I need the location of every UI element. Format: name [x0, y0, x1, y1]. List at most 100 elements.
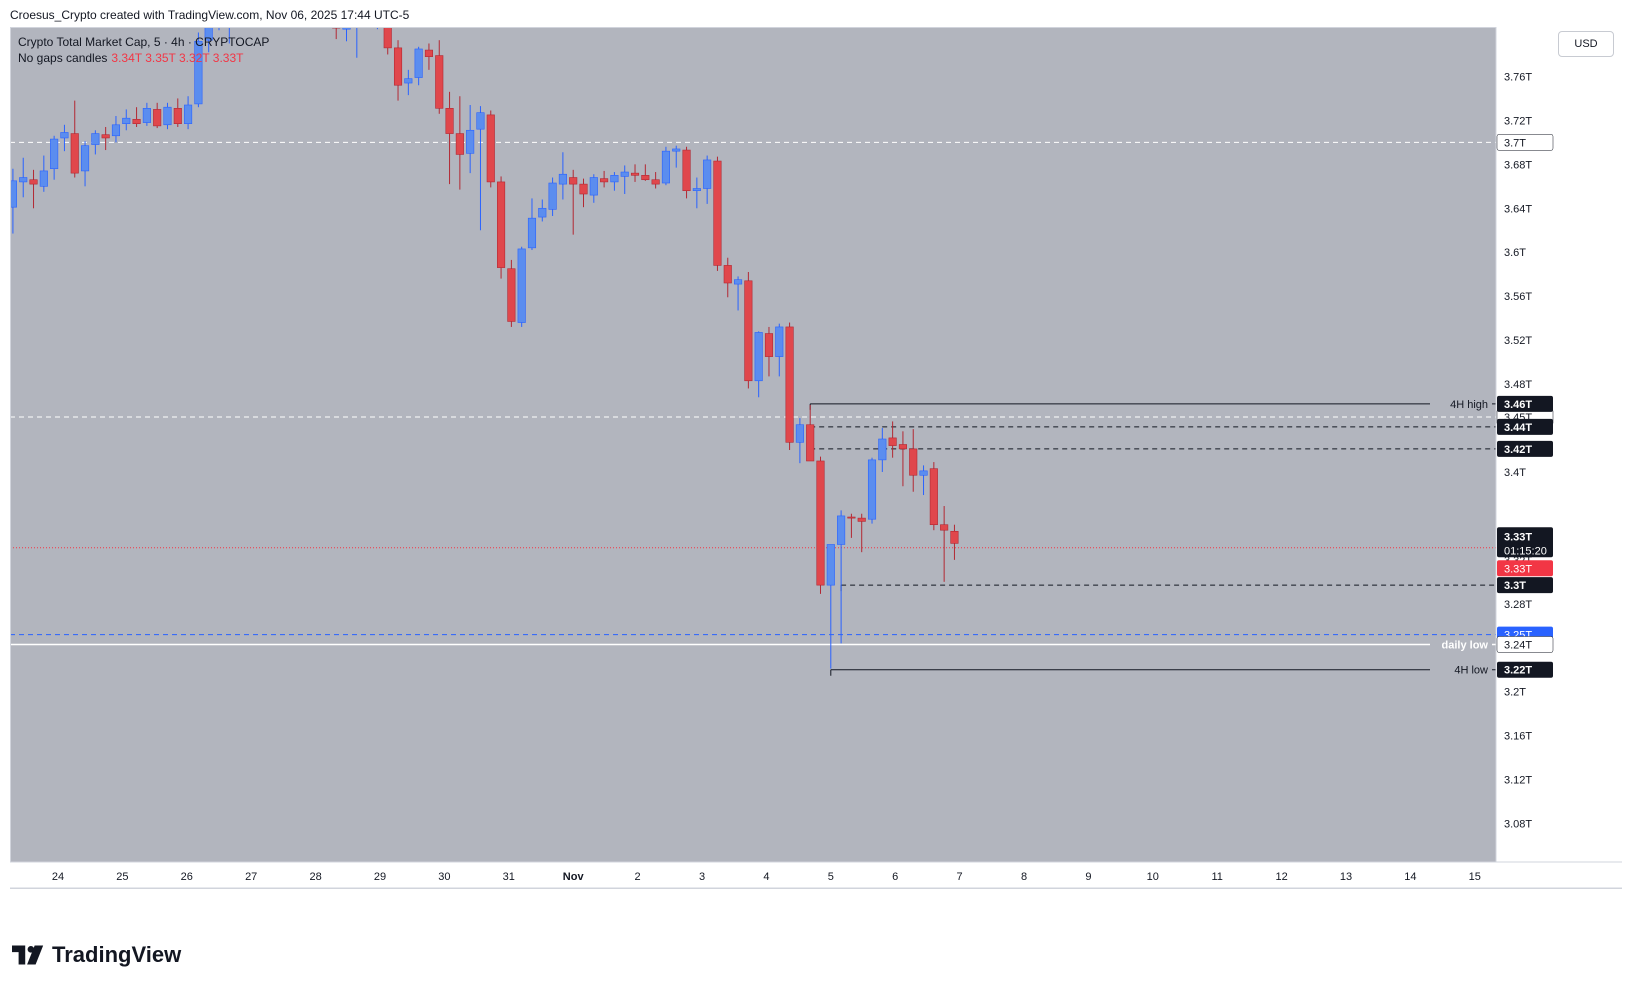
- candle-body: [132, 118, 141, 124]
- candle-body: [486, 114, 495, 183]
- candle-body: [70, 133, 79, 174]
- candle-body: [455, 133, 464, 155]
- candle-body: [867, 459, 877, 520]
- candle-body: [806, 424, 815, 462]
- candle-body: [445, 108, 454, 134]
- level-text-bg: [1430, 661, 1492, 677]
- price-label-box: [1497, 395, 1553, 412]
- candle-body: [909, 448, 918, 476]
- level-text: daily low: [1442, 639, 1489, 651]
- price-label-text: 3.7T: [1504, 137, 1526, 149]
- countdown-box: [1497, 527, 1553, 558]
- candle-body: [589, 177, 598, 196]
- time-tick-label: 2: [635, 871, 641, 883]
- price-label-text: 3.42T: [1504, 444, 1532, 456]
- candle-body: [837, 515, 846, 545]
- candle-body: [898, 444, 907, 450]
- candle-body: [548, 182, 557, 210]
- price-label-text: 3.24T: [1504, 639, 1532, 651]
- time-tick-label: 26: [181, 871, 193, 883]
- candle-body: [785, 326, 794, 443]
- time-tick-label: 28: [309, 871, 321, 883]
- time-tick-label: 10: [1147, 871, 1159, 883]
- price-label-box: [1497, 577, 1553, 594]
- chart-caption: Croesus_Crypto created with TradingView.…: [10, 8, 410, 22]
- candle-body: [929, 468, 938, 526]
- time-tick-label: 7: [957, 871, 963, 883]
- time-tick-label: 13: [1340, 871, 1352, 883]
- candle-body: [754, 332, 763, 382]
- candle-body: [194, 40, 203, 105]
- price-chart[interactable]: 4H high daily low 4H low 3.76T 3.72T 3.68T 3.…: [10, 27, 1622, 924]
- level-text: 4H low: [1454, 665, 1488, 677]
- candle-body: [142, 108, 151, 123]
- candle-body: [641, 175, 650, 181]
- candle-body: [393, 47, 403, 86]
- candle-body: [10, 180, 17, 208]
- time-tick-label: 24: [52, 871, 64, 883]
- tradingview-logo[interactable]: TradingView: [12, 942, 181, 968]
- brand-name: TradingView: [52, 942, 182, 967]
- price-tick-label: 3.2T: [1504, 687, 1526, 699]
- currency-button[interactable]: USD: [1558, 31, 1614, 57]
- candle-body: [744, 280, 753, 382]
- candle-body: [795, 424, 804, 443]
- candle-body: [703, 159, 712, 189]
- candle-body: [163, 106, 172, 126]
- candle-body: [672, 148, 681, 152]
- candle-body: [651, 179, 660, 185]
- candle-body: [173, 108, 182, 124]
- price-tick-label: 3.68T: [1504, 159, 1532, 171]
- candle-body: [476, 112, 485, 130]
- price-tick-label: 3.56T: [1504, 291, 1532, 303]
- price-label-box: [1497, 418, 1553, 435]
- price-tick-label: 3.28T: [1504, 599, 1532, 611]
- plot-background: [10, 27, 1496, 862]
- chart-legend: Crypto Total Market Cap, 5 · 4h · CRYPTO…: [18, 34, 269, 66]
- price-label-box: [1496, 134, 1554, 151]
- price-label-box: [1497, 560, 1553, 577]
- level-text-bg: [1430, 636, 1492, 652]
- candle-body: [713, 160, 722, 266]
- symbol-title: Crypto Total Market Cap, 5 · 4h · CRYPTO…: [18, 35, 270, 49]
- time-tick-label: 11: [1211, 871, 1222, 883]
- price-label-box: [1497, 440, 1553, 457]
- candle-body: [600, 178, 609, 183]
- candle-body: [775, 326, 784, 357]
- candle-body: [558, 173, 567, 185]
- candle-body: [507, 268, 516, 322]
- time-tick-label: 14: [1404, 871, 1416, 883]
- candle-body: [39, 170, 48, 187]
- candle-body: [383, 27, 392, 49]
- candle-body: [723, 265, 732, 284]
- candle-body: [579, 183, 588, 195]
- price-tick-label: 3.52T: [1504, 335, 1532, 347]
- candle-body: [630, 172, 640, 176]
- candle-body: [764, 333, 774, 357]
- candle-body: [517, 248, 526, 323]
- price-tick-label: 3.08T: [1504, 819, 1532, 831]
- candle-body: [888, 437, 897, 446]
- candle-body: [101, 134, 110, 139]
- candle-body: [111, 124, 121, 137]
- price-tick-label: 3.4T: [1504, 467, 1526, 479]
- candle-body: [816, 460, 825, 586]
- time-tick-label: 31: [503, 871, 515, 883]
- candle-body: [847, 516, 856, 519]
- candle-body: [50, 138, 59, 170]
- price-label-box: [1496, 636, 1554, 653]
- time-tick-label: 9: [1085, 871, 1091, 883]
- candle-body: [122, 117, 131, 124]
- candle-body: [857, 517, 866, 522]
- candle-body: [527, 217, 537, 249]
- price-label-text: 3.3T: [1504, 580, 1526, 592]
- price-label-text: 3.33T: [1504, 563, 1532, 575]
- candle-body: [497, 181, 506, 268]
- price-tick-label: 3.64T: [1504, 203, 1532, 215]
- level-text: 4H high: [1450, 399, 1488, 411]
- candle-body: [60, 132, 69, 139]
- candle-body: [826, 544, 835, 586]
- candle-body: [29, 179, 38, 185]
- time-tick-label: 12: [1275, 871, 1287, 883]
- tradingview-logo-icon: [12, 945, 44, 965]
